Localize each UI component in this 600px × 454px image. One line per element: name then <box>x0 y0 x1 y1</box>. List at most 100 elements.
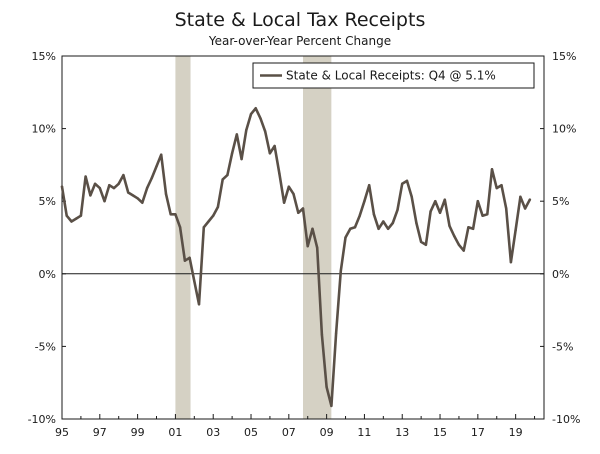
data-point <box>126 191 130 194</box>
data-point <box>306 245 309 248</box>
data-point <box>443 198 446 201</box>
data-point <box>509 260 513 264</box>
data-point <box>131 194 135 197</box>
data-point <box>212 214 215 217</box>
y-tick-label-left: -5% <box>35 340 56 353</box>
data-point <box>339 269 343 273</box>
data-point <box>424 243 428 246</box>
data-point <box>476 200 480 203</box>
data-point <box>438 211 442 215</box>
data-point <box>145 186 149 190</box>
y-tick-label-left: 15% <box>32 50 56 63</box>
data-point <box>164 192 168 196</box>
data-point <box>150 176 153 180</box>
data-point <box>523 207 527 210</box>
data-point <box>467 226 470 229</box>
data-point <box>462 249 465 252</box>
plot-frame <box>61 55 545 420</box>
data-point <box>122 173 125 177</box>
data-point <box>471 227 475 230</box>
x-tick-label: 17 <box>471 426 485 439</box>
data-point <box>377 227 380 230</box>
data-point <box>504 207 508 210</box>
data-point <box>292 192 295 196</box>
data-point <box>112 186 116 190</box>
data-point <box>486 213 489 216</box>
data-point <box>282 201 286 204</box>
data-point <box>434 200 437 203</box>
data-point <box>249 112 253 116</box>
data-point <box>136 197 139 200</box>
data-point <box>89 194 92 197</box>
y-tick-label-right: 0% <box>552 268 569 281</box>
data-point <box>353 226 357 229</box>
data-point <box>415 221 418 225</box>
data-point <box>207 220 210 223</box>
data-point <box>297 211 300 215</box>
data-point <box>453 234 456 238</box>
data-point <box>197 303 201 306</box>
data-point <box>84 175 87 178</box>
data-point <box>363 200 366 203</box>
series-layer <box>60 107 532 408</box>
series-line-state-local-receipts <box>60 107 532 408</box>
data-point <box>301 207 305 210</box>
data-point <box>103 200 106 203</box>
x-tick-label: 95 <box>55 426 69 439</box>
data-point <box>268 152 272 155</box>
data-point <box>528 198 532 201</box>
data-point <box>65 214 68 217</box>
data-point <box>202 226 205 229</box>
data-point <box>193 279 196 283</box>
data-point <box>79 214 83 217</box>
data-point <box>155 165 158 168</box>
data-point <box>448 224 451 228</box>
data-point <box>344 236 347 239</box>
data-point <box>108 184 111 187</box>
data-point <box>457 243 461 246</box>
x-tick-label: 99 <box>131 426 145 439</box>
y-tick-label-right: 5% <box>552 195 569 208</box>
data-point <box>230 152 234 155</box>
x-tick-label: 15 <box>433 426 447 439</box>
data-point <box>74 217 78 220</box>
data-point <box>240 157 243 161</box>
data-point <box>263 130 267 133</box>
data-point <box>325 385 328 389</box>
data-point <box>315 246 319 249</box>
data-point <box>429 210 432 213</box>
legend: State & Local Receipts: Q4 @ 5.1% <box>252 62 535 89</box>
data-point <box>500 184 503 187</box>
data-point <box>216 205 220 209</box>
y-tick-label-left: 0% <box>39 268 56 281</box>
data-point <box>188 256 191 260</box>
data-point <box>93 182 97 185</box>
data-point <box>495 186 498 190</box>
data-point <box>278 172 281 175</box>
data-point <box>396 208 399 212</box>
data-point <box>349 227 352 230</box>
data-point <box>183 259 187 262</box>
data-point <box>334 332 338 335</box>
recession-band-1 <box>175 56 191 419</box>
data-point <box>382 220 385 223</box>
x-tick-label: 09 <box>320 426 334 439</box>
x-tick-label: 19 <box>509 426 523 439</box>
data-point <box>320 333 324 336</box>
data-point <box>221 178 224 181</box>
x-tick-label: 01 <box>168 426 182 439</box>
data-point <box>160 153 163 156</box>
data-point <box>519 195 522 199</box>
data-point <box>141 201 144 204</box>
data-point <box>235 133 239 136</box>
data-point <box>70 220 73 223</box>
axes: -10% -10% -5% -5% 0% 0% 5% 5% 10% 10% 15% 15% 95 97 99… <box>28 50 581 439</box>
data-point <box>405 179 409 183</box>
data-point <box>358 214 361 217</box>
data-point <box>169 213 172 216</box>
data-point <box>226 173 229 177</box>
x-tick-label: 11 <box>357 426 371 439</box>
chart-subtitle: Year-over-Year Percent Change <box>208 34 391 48</box>
data-point <box>98 186 102 190</box>
x-tick-label: 03 <box>206 426 220 439</box>
